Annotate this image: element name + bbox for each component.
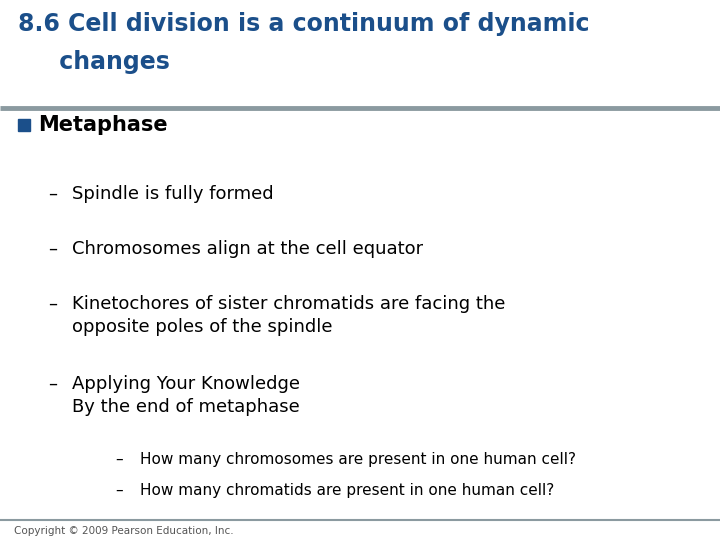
Text: How many chromatids are present in one human cell?: How many chromatids are present in one h… [140, 483, 554, 498]
Text: –: – [48, 185, 57, 203]
Text: How many chromosomes are present in one human cell?: How many chromosomes are present in one … [140, 452, 576, 467]
Text: Kinetochores of sister chromatids are facing the
opposite poles of the spindle: Kinetochores of sister chromatids are fa… [72, 295, 505, 336]
Text: –: – [115, 452, 122, 467]
Text: 8.6 Cell division is a continuum of dynamic: 8.6 Cell division is a continuum of dyna… [18, 12, 590, 36]
Text: –: – [48, 240, 57, 258]
Text: Spindle is fully formed: Spindle is fully formed [72, 185, 274, 203]
Text: –: – [115, 483, 122, 498]
Text: Copyright © 2009 Pearson Education, Inc.: Copyright © 2009 Pearson Education, Inc. [14, 526, 233, 536]
Text: –: – [48, 375, 57, 393]
Text: –: – [48, 295, 57, 313]
Bar [18, 119, 30, 131]
Text: Chromosomes align at the cell equator: Chromosomes align at the cell equator [72, 240, 423, 258]
Text: Applying Your Knowledge
By the end of metaphase: Applying Your Knowledge By the end of me… [72, 375, 300, 416]
Text: changes: changes [18, 50, 170, 74]
Text: Metaphase: Metaphase [38, 115, 168, 135]
